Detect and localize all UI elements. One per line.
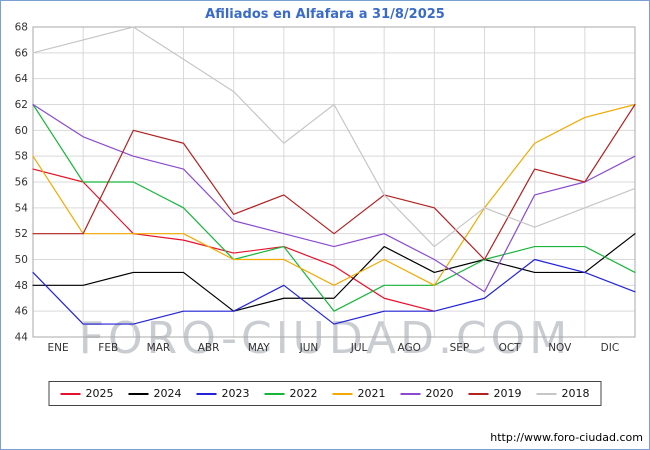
x-axis-label: JUL	[350, 342, 368, 354]
legend-item-2020: 2020	[400, 387, 454, 400]
y-axis-tick: 62	[15, 99, 28, 111]
legend-item-2019: 2019	[468, 387, 522, 400]
series-line-2022	[32, 103, 636, 312]
y-axis-tick: 64	[15, 73, 29, 85]
y-axis-tick: 54	[15, 202, 29, 214]
legend-item-2022: 2022	[264, 387, 318, 400]
x-axis-label: SEP	[450, 342, 470, 354]
legend-marker-2019	[468, 392, 489, 395]
series-line-2023	[32, 258, 636, 325]
legend-label-2020: 2020	[425, 387, 454, 400]
y-axis-tick: 58	[15, 151, 28, 163]
legend-label-2025: 2025	[85, 387, 114, 400]
legend-item-2023: 2023	[196, 387, 250, 400]
x-axis-label: NOV	[548, 342, 572, 354]
legend-item-2025: 2025	[60, 387, 114, 400]
plot-border	[32, 26, 636, 338]
x-axis-label: ABR	[198, 342, 220, 354]
x-axis-label: FEB	[98, 342, 118, 354]
x-axis-label: JUN	[299, 342, 319, 354]
legend-marker-2023	[196, 392, 217, 395]
y-axis-tick: 46	[15, 306, 29, 318]
x-axis-label: AGO	[398, 342, 421, 354]
legend-label-2019: 2019	[493, 387, 522, 400]
series-line-2020	[32, 103, 636, 293]
y-axis-tick: 50	[15, 254, 28, 266]
chart-title: Afiliados en Alfafara a 31/8/2025	[205, 7, 445, 22]
legend-item-2018: 2018	[536, 387, 590, 400]
x-axis-label: DIC	[601, 342, 620, 354]
y-axis-tick: 48	[15, 280, 28, 292]
watermark: FORO-CIUDAD.COM	[78, 313, 572, 364]
series-line-2024	[32, 233, 636, 312]
legend-label-2021: 2021	[357, 387, 386, 400]
legend-marker-2018	[536, 392, 557, 395]
legend-marker-2025	[60, 392, 81, 395]
y-axis-tick: 56	[15, 177, 29, 189]
series-line-2019	[32, 103, 636, 261]
legend-item-2021: 2021	[332, 387, 386, 400]
y-axis-tick: 68	[15, 22, 28, 34]
footer-url-link[interactable]: http://www.foro-ciudad.com	[490, 431, 643, 444]
x-axis-label: MAR	[147, 342, 171, 354]
x-axis-label: OCT	[499, 342, 522, 354]
y-axis-tick: 66	[15, 47, 29, 59]
x-axis-label: ENE	[48, 342, 69, 354]
legend-item-2024: 2024	[128, 387, 182, 400]
legend-label-2023: 2023	[221, 387, 250, 400]
y-axis-tick: 44	[15, 332, 29, 344]
x-axis-label: MAY	[248, 342, 270, 354]
legend-marker-2022	[264, 392, 285, 395]
legend-marker-2021	[332, 392, 353, 395]
chart-legend: 2025 2024 2023 2022 2021 2020 2019 2018	[48, 381, 602, 406]
series-line-2021	[32, 103, 636, 286]
y-axis-tick: 60	[15, 125, 28, 137]
legend-marker-2020	[400, 392, 421, 395]
series-line-2018	[32, 26, 636, 248]
legend-marker-2024	[128, 392, 149, 395]
y-axis-tick: 52	[15, 228, 28, 240]
legend-label-2024: 2024	[153, 387, 182, 400]
legend-label-2018: 2018	[561, 387, 590, 400]
legend-label-2022: 2022	[289, 387, 318, 400]
